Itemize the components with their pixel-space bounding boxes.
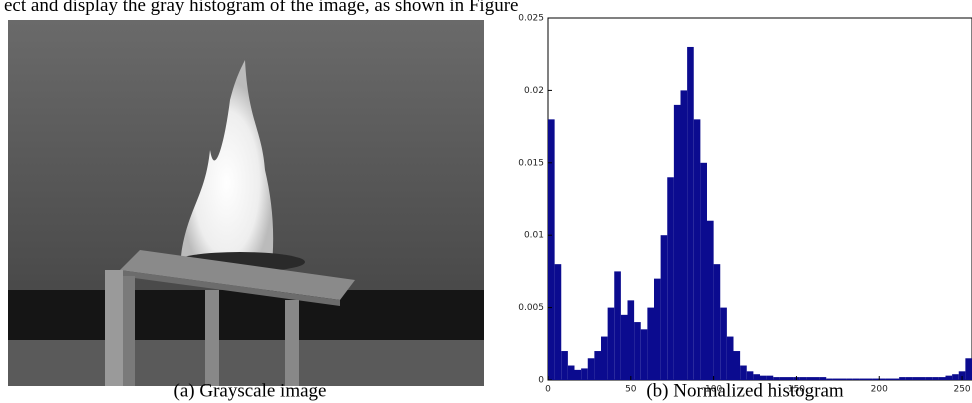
bar	[554, 264, 562, 380]
y-tick-label: 0.015	[518, 158, 544, 168]
bar	[700, 162, 707, 380]
bar	[832, 378, 840, 380]
x-tick-label: 200	[871, 385, 888, 395]
histogram-chart: 0 0.005 0.01 0.015 0.02 0.025 0 50 100 150 200 250	[518, 14, 972, 395]
x-tick-label: 100	[705, 385, 722, 395]
bar	[826, 378, 833, 380]
y-tick-label: 0.01	[524, 231, 544, 241]
bar	[614, 271, 621, 380]
bar	[693, 119, 701, 381]
bar	[634, 322, 641, 380]
bar	[938, 377, 946, 380]
bar	[846, 378, 853, 380]
x-tick-label: 150	[788, 385, 805, 395]
y-tick-label: 0.005	[518, 303, 544, 313]
bar	[660, 235, 668, 380]
bar	[965, 358, 972, 380]
grayscale-photo	[8, 20, 484, 386]
bar	[919, 377, 926, 380]
bar	[866, 378, 873, 380]
bar	[726, 336, 734, 380]
bar	[720, 307, 727, 380]
bar	[859, 378, 866, 380]
bar	[707, 220, 714, 380]
bar	[607, 307, 615, 380]
bar	[952, 374, 959, 380]
bar	[839, 378, 847, 380]
bar	[773, 377, 780, 380]
bar	[548, 119, 555, 381]
bar	[766, 375, 774, 380]
y-tick-label: 0.02	[524, 86, 544, 96]
x-tick-label: 250	[953, 385, 970, 395]
bar	[932, 377, 939, 380]
bar	[879, 378, 886, 380]
bar	[905, 377, 913, 380]
bar	[673, 104, 681, 380]
y-tick-label: 0.025	[518, 14, 544, 24]
bar	[813, 377, 820, 380]
bar	[627, 300, 635, 380]
bar	[567, 365, 575, 380]
bar	[779, 377, 787, 380]
bar	[852, 378, 860, 380]
bar	[799, 377, 807, 380]
bar	[594, 351, 601, 380]
bar	[746, 371, 754, 380]
caption: (b) Normalized histogram	[646, 380, 844, 401]
bar	[958, 371, 966, 380]
bar	[892, 378, 900, 380]
bar	[587, 358, 595, 380]
caption: (a) Grayscale image	[174, 380, 327, 401]
bar	[581, 368, 588, 380]
bar	[912, 377, 919, 380]
bar	[687, 46, 694, 381]
bar	[667, 177, 674, 380]
bar	[806, 377, 813, 380]
bar	[680, 90, 688, 381]
bar	[899, 377, 906, 380]
bar	[819, 377, 827, 380]
bar	[945, 375, 953, 380]
bar	[647, 307, 654, 380]
y-tick-label: 0	[538, 376, 544, 386]
bar	[733, 351, 741, 380]
bar	[640, 329, 648, 380]
bar	[620, 314, 628, 380]
bar	[786, 377, 794, 380]
bar	[760, 375, 767, 380]
bar	[872, 378, 880, 380]
bar	[601, 336, 608, 380]
x-tick-label: 0	[545, 385, 551, 395]
bar	[654, 278, 661, 380]
x-tick-label: 50	[625, 385, 637, 395]
bar	[925, 377, 933, 380]
bar	[561, 351, 568, 380]
bar	[574, 369, 582, 380]
body-text: ect and display the gray histogram of th…	[4, 0, 518, 16]
bar	[713, 264, 721, 380]
bar	[753, 374, 760, 380]
bar	[740, 365, 747, 380]
bar	[885, 378, 893, 380]
